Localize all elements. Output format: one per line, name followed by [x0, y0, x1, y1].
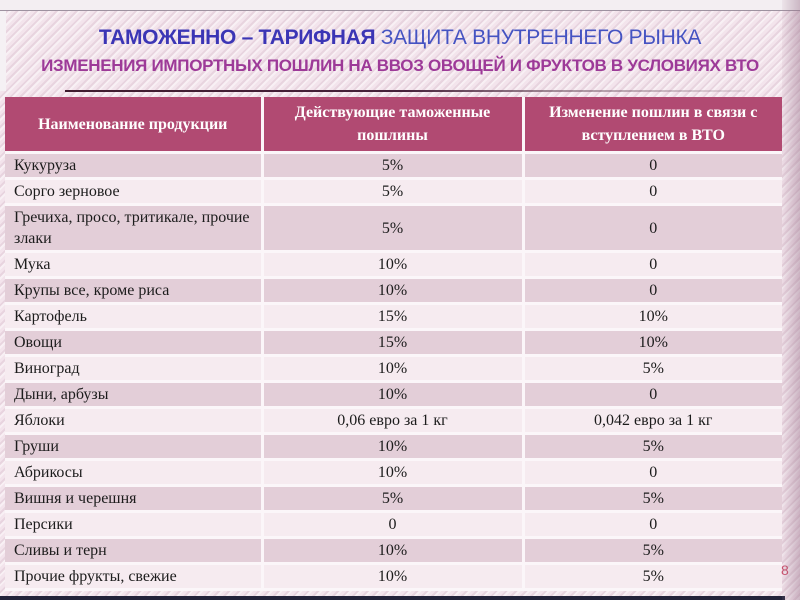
right-edge-stripe — [782, 0, 800, 600]
current-duty-cell: 5% — [260, 177, 525, 207]
table-row: Яблоки 0,06 евро за 1 кг 0,042 евро за 1 к… — [5, 406, 782, 436]
current-duty-cell: 0 — [260, 510, 525, 540]
table-row: Кукуруза 5% 0 — [5, 151, 782, 181]
table-row: Сорго зерновое 5% 0 — [5, 177, 782, 207]
product-name-cell: Крупы все, кроме риса — [5, 276, 264, 306]
header-row: Наименование продукции Действующие тамож… — [5, 97, 782, 155]
product-name-cell: Овощи — [5, 328, 264, 358]
wto-duty-cell: 0 — [521, 380, 782, 410]
table-row: Гречиха, просо, тритикале, прочие злаки 5… — [5, 203, 782, 254]
wto-duty-cell: 10% — [521, 302, 782, 332]
product-name-cell: Дыни, арбузы — [5, 380, 264, 410]
product-name-cell: Прочие фрукты, свежие — [5, 562, 264, 592]
product-name-cell: Гречиха, просо, тритикале, прочие злаки — [5, 203, 264, 254]
column-header-wto-duty: Изменение пошлин в связи с вступлением в… — [521, 97, 782, 155]
product-name-cell: Яблоки — [5, 406, 264, 436]
product-name-cell: Сорго зерновое — [5, 177, 264, 207]
wto-duty-cell: 0 — [521, 203, 782, 254]
current-duty-cell: 0,06 евро за 1 кг — [260, 406, 525, 436]
bottom-edge-bar — [0, 596, 785, 600]
table-row: Овощи 15% 10% — [5, 328, 782, 358]
current-duty-cell: 10% — [260, 562, 525, 592]
current-duty-cell: 5% — [260, 151, 525, 181]
wto-duty-cell: 5% — [521, 354, 782, 384]
wto-duty-cell: 0 — [521, 458, 782, 488]
product-name-cell: Картофель — [5, 302, 264, 332]
product-name-cell: Кукуруза — [5, 151, 264, 181]
current-duty-cell: 10% — [260, 276, 525, 306]
product-name-cell: Виноград — [5, 354, 264, 384]
product-name-cell: Персики — [5, 510, 264, 540]
wto-duty-cell: 5% — [521, 432, 782, 462]
table-row: Дыни, арбузы 10% 0 — [5, 380, 782, 410]
product-name-cell: Сливы и терн — [5, 536, 264, 566]
table-row: Мука 10% 0 — [5, 250, 782, 280]
tariff-table: Наименование продукции Действующие тамож… — [5, 97, 782, 592]
wto-duty-cell: 5% — [521, 536, 782, 566]
wto-duty-cell: 5% — [521, 562, 782, 592]
slide-subtitle: ИЗМЕНЕНИЯ ИМПОРТНЫХ ПОШЛИН НА ВВОЗ ОВОЩЕ… — [41, 56, 759, 75]
table-row: Груши 10% 5% — [5, 432, 782, 462]
wto-duty-cell: 10% — [521, 328, 782, 358]
product-name-cell: Мука — [5, 250, 264, 280]
current-duty-cell: 15% — [260, 302, 525, 332]
tariff-table-header: Наименование продукции Действующие тамож… — [5, 97, 782, 155]
product-name-cell: Абрикосы — [5, 458, 264, 488]
current-duty-cell: 10% — [260, 432, 525, 462]
current-duty-cell: 10% — [260, 380, 525, 410]
table-row: Прочие фрукты, свежие 10% 5% — [5, 562, 782, 592]
table-row: Вишня и черешня 5% 5% — [5, 484, 782, 514]
current-duty-cell: 15% — [260, 328, 525, 358]
table-row: Крупы все, кроме риса 10% 0 — [5, 276, 782, 306]
wto-duty-cell: 0 — [521, 250, 782, 280]
table-row: Сливы и терн 10% 5% — [5, 536, 782, 566]
wto-duty-cell: 0 — [521, 151, 782, 181]
current-duty-cell: 10% — [260, 536, 525, 566]
current-duty-cell: 10% — [260, 354, 525, 384]
current-duty-cell: 5% — [260, 203, 525, 254]
slide-title-rest: ЗАЩИТА ВНУТРЕННЕГО РЫНКА — [375, 26, 702, 49]
left-edge-strip — [0, 11, 6, 91]
current-duty-cell: 10% — [260, 250, 525, 280]
product-name-cell: Груши — [5, 432, 264, 462]
page-number: 8 — [781, 562, 789, 578]
table-row: Виноград 10% 5% — [5, 354, 782, 384]
current-duty-cell: 10% — [260, 458, 525, 488]
wto-duty-cell: 0,042 евро за 1 кг — [521, 406, 782, 436]
table-row: Абрикосы 10% 0 — [5, 458, 782, 488]
wto-duty-cell: 0 — [521, 276, 782, 306]
title-area: ТАМОЖЕННО – ТАРИФНАЯ ЗАЩИТА ВНУТРЕННЕГО … — [0, 12, 800, 92]
wto-duty-cell: 0 — [521, 510, 782, 540]
top-edge-strip — [0, 0, 800, 11]
column-header-current-duty: Действующие таможенные пошлины — [260, 97, 525, 155]
wto-duty-cell: 5% — [521, 484, 782, 514]
table-row: Картофель 15% 10% — [5, 302, 782, 332]
table-row: Персики 0 0 — [5, 510, 782, 540]
column-header-product: Наименование продукции — [5, 97, 264, 155]
slide-title-emphasis: ТАМОЖЕННО – ТАРИФНАЯ — [98, 26, 376, 49]
current-duty-cell: 5% — [260, 484, 525, 514]
title-underline — [65, 90, 745, 92]
product-name-cell: Вишня и черешня — [5, 484, 264, 514]
tariff-table-body: Кукуруза 5% 0 Сорго зерновое 5% 0 Гречиха, про… — [5, 151, 782, 592]
slide-title: ТАМОЖЕННО – ТАРИФНАЯ ЗАЩИТА ВНУТРЕННЕГО … — [0, 26, 800, 50]
wto-duty-cell: 0 — [521, 177, 782, 207]
